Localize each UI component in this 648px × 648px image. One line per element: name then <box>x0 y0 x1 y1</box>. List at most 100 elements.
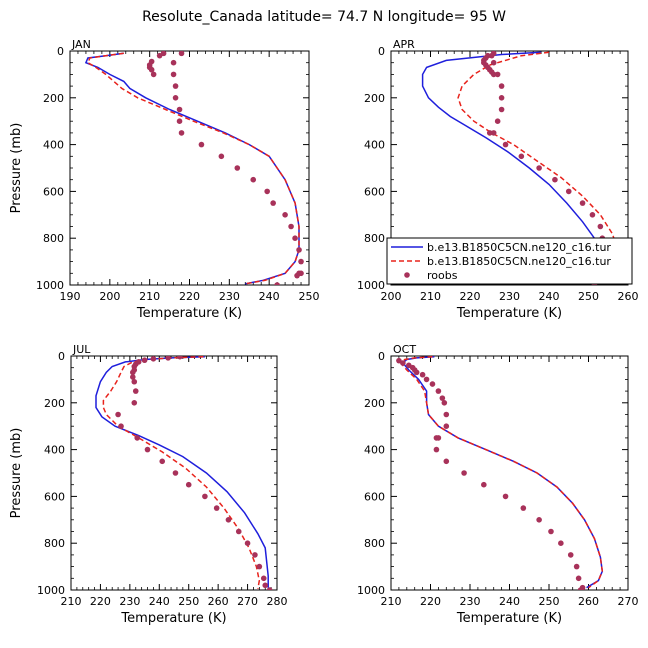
roobs-point <box>443 458 450 465</box>
panel-label: JUL <box>72 343 91 356</box>
x-tick-label: 240 <box>259 290 280 303</box>
x-tick-label: 250 <box>178 595 199 608</box>
roobs-point <box>490 59 497 66</box>
legend-label: b.e13.B1850C5CN.ne120_c16.tur <box>427 241 611 254</box>
x-tick-label: 260 <box>578 595 599 608</box>
roobs-point <box>439 395 446 401</box>
y-tick-label: 0 <box>378 350 385 363</box>
x-tick-label: 220 <box>420 595 441 608</box>
roobs-point <box>225 517 232 523</box>
roobs-point <box>132 388 139 394</box>
roobs-point <box>502 493 509 500</box>
roobs-point <box>498 83 505 89</box>
roobs-point <box>433 446 440 453</box>
roobs-point <box>558 540 564 546</box>
x-tick-label: 210 <box>381 595 402 608</box>
x-axis-label: Temperature (K) <box>456 306 562 321</box>
roobs-point <box>176 118 183 124</box>
roobs-point <box>218 153 225 160</box>
panel-jan: 190 200 210 220 230 240 250 0 200 400 600 800 1000 JA… <box>9 38 320 321</box>
roobs-point <box>502 141 509 148</box>
x-tick-label: 250 <box>578 290 599 303</box>
x-tick-label: 240 <box>499 595 520 608</box>
roobs-point <box>548 528 554 535</box>
roobs-point <box>579 584 586 590</box>
x-tick-label: 230 <box>460 595 481 608</box>
x-tick-label: 270 <box>237 595 258 608</box>
roobs-point <box>490 71 497 78</box>
roobs-point <box>573 563 580 570</box>
y-tick-label: 800 <box>43 232 64 245</box>
roobs-point <box>256 563 263 570</box>
x-tick-label: 250 <box>539 595 560 608</box>
series-group <box>396 356 604 590</box>
roobs-point <box>170 71 177 78</box>
x-axis-label: Temperature (K) <box>120 611 226 626</box>
roobs-point <box>520 505 527 511</box>
roobs-point <box>274 282 280 285</box>
y-tick-label: 0 <box>57 45 64 58</box>
panel-label: APR <box>393 38 415 51</box>
roobs-point <box>150 356 157 362</box>
y-tick-label: 400 <box>364 139 385 152</box>
series-group <box>84 51 304 285</box>
roobs-point <box>130 374 136 380</box>
roobs-point <box>296 247 302 253</box>
y-tick-label: 0 <box>58 350 65 363</box>
roobs-point <box>156 52 163 59</box>
x-tick-label: 230 <box>499 290 520 303</box>
y-tick-label: 1000 <box>36 279 64 292</box>
y-tick-label: 600 <box>44 490 65 503</box>
roobs-point <box>567 552 574 558</box>
roobs-point <box>536 517 542 523</box>
roobs-point <box>115 411 121 418</box>
roobs-point <box>134 435 141 441</box>
roobs-point <box>413 369 420 376</box>
panel-label: JAN <box>71 38 91 51</box>
roobs-point <box>441 400 448 406</box>
x-tick-label: 250 <box>299 290 320 303</box>
roobs-point <box>252 552 258 558</box>
x-tick-label: 210 <box>61 595 82 608</box>
roobs-point <box>429 381 436 387</box>
model-line-dashed <box>102 356 261 589</box>
y-tick-label: 200 <box>43 92 64 105</box>
x-tick-label: 240 <box>539 290 560 303</box>
roobs-point <box>494 71 501 78</box>
model-line-dashed <box>399 356 604 589</box>
x-tick-label: 200 <box>381 290 402 303</box>
roobs-point <box>518 153 525 160</box>
roobs-point <box>185 481 192 488</box>
y-axis-label: Pressure (mb) <box>9 123 24 214</box>
roobs-point <box>130 369 136 376</box>
roobs-point <box>148 66 155 73</box>
y-axis-label: Pressure (mb) <box>9 428 24 519</box>
x-axis-label: Temperature (K) <box>136 306 242 321</box>
figure-title: Resolute_Canada latitude= 74.7 N longitu… <box>142 9 506 25</box>
roobs-point <box>262 582 269 589</box>
model-line-solid <box>84 52 300 285</box>
roobs-point <box>250 176 257 183</box>
legend-label: b.e13.B1850C5CN.ne120_c16.tur <box>427 255 611 268</box>
y-tick-label: 1000 <box>357 584 385 597</box>
roobs-point <box>552 176 558 183</box>
x-tick-label: 200 <box>99 290 120 303</box>
y-tick-label: 800 <box>364 232 385 245</box>
roobs-point <box>400 360 406 366</box>
roobs-point <box>565 188 572 195</box>
y-tick-label: 1000 <box>357 279 385 292</box>
roobs-point <box>575 575 582 582</box>
x-tick-label: 210 <box>139 290 160 303</box>
roobs-point <box>264 188 270 195</box>
x-tick-label: 220 <box>179 290 200 303</box>
roobs-point <box>481 481 487 488</box>
roobs-point <box>589 212 596 218</box>
roobs-point <box>131 378 138 385</box>
roobs-point <box>443 423 450 430</box>
roobs-point <box>488 52 495 59</box>
y-tick-label: 800 <box>44 537 65 550</box>
roobs-point <box>423 376 430 383</box>
roobs-point <box>172 83 179 89</box>
roobs-point <box>494 118 501 124</box>
